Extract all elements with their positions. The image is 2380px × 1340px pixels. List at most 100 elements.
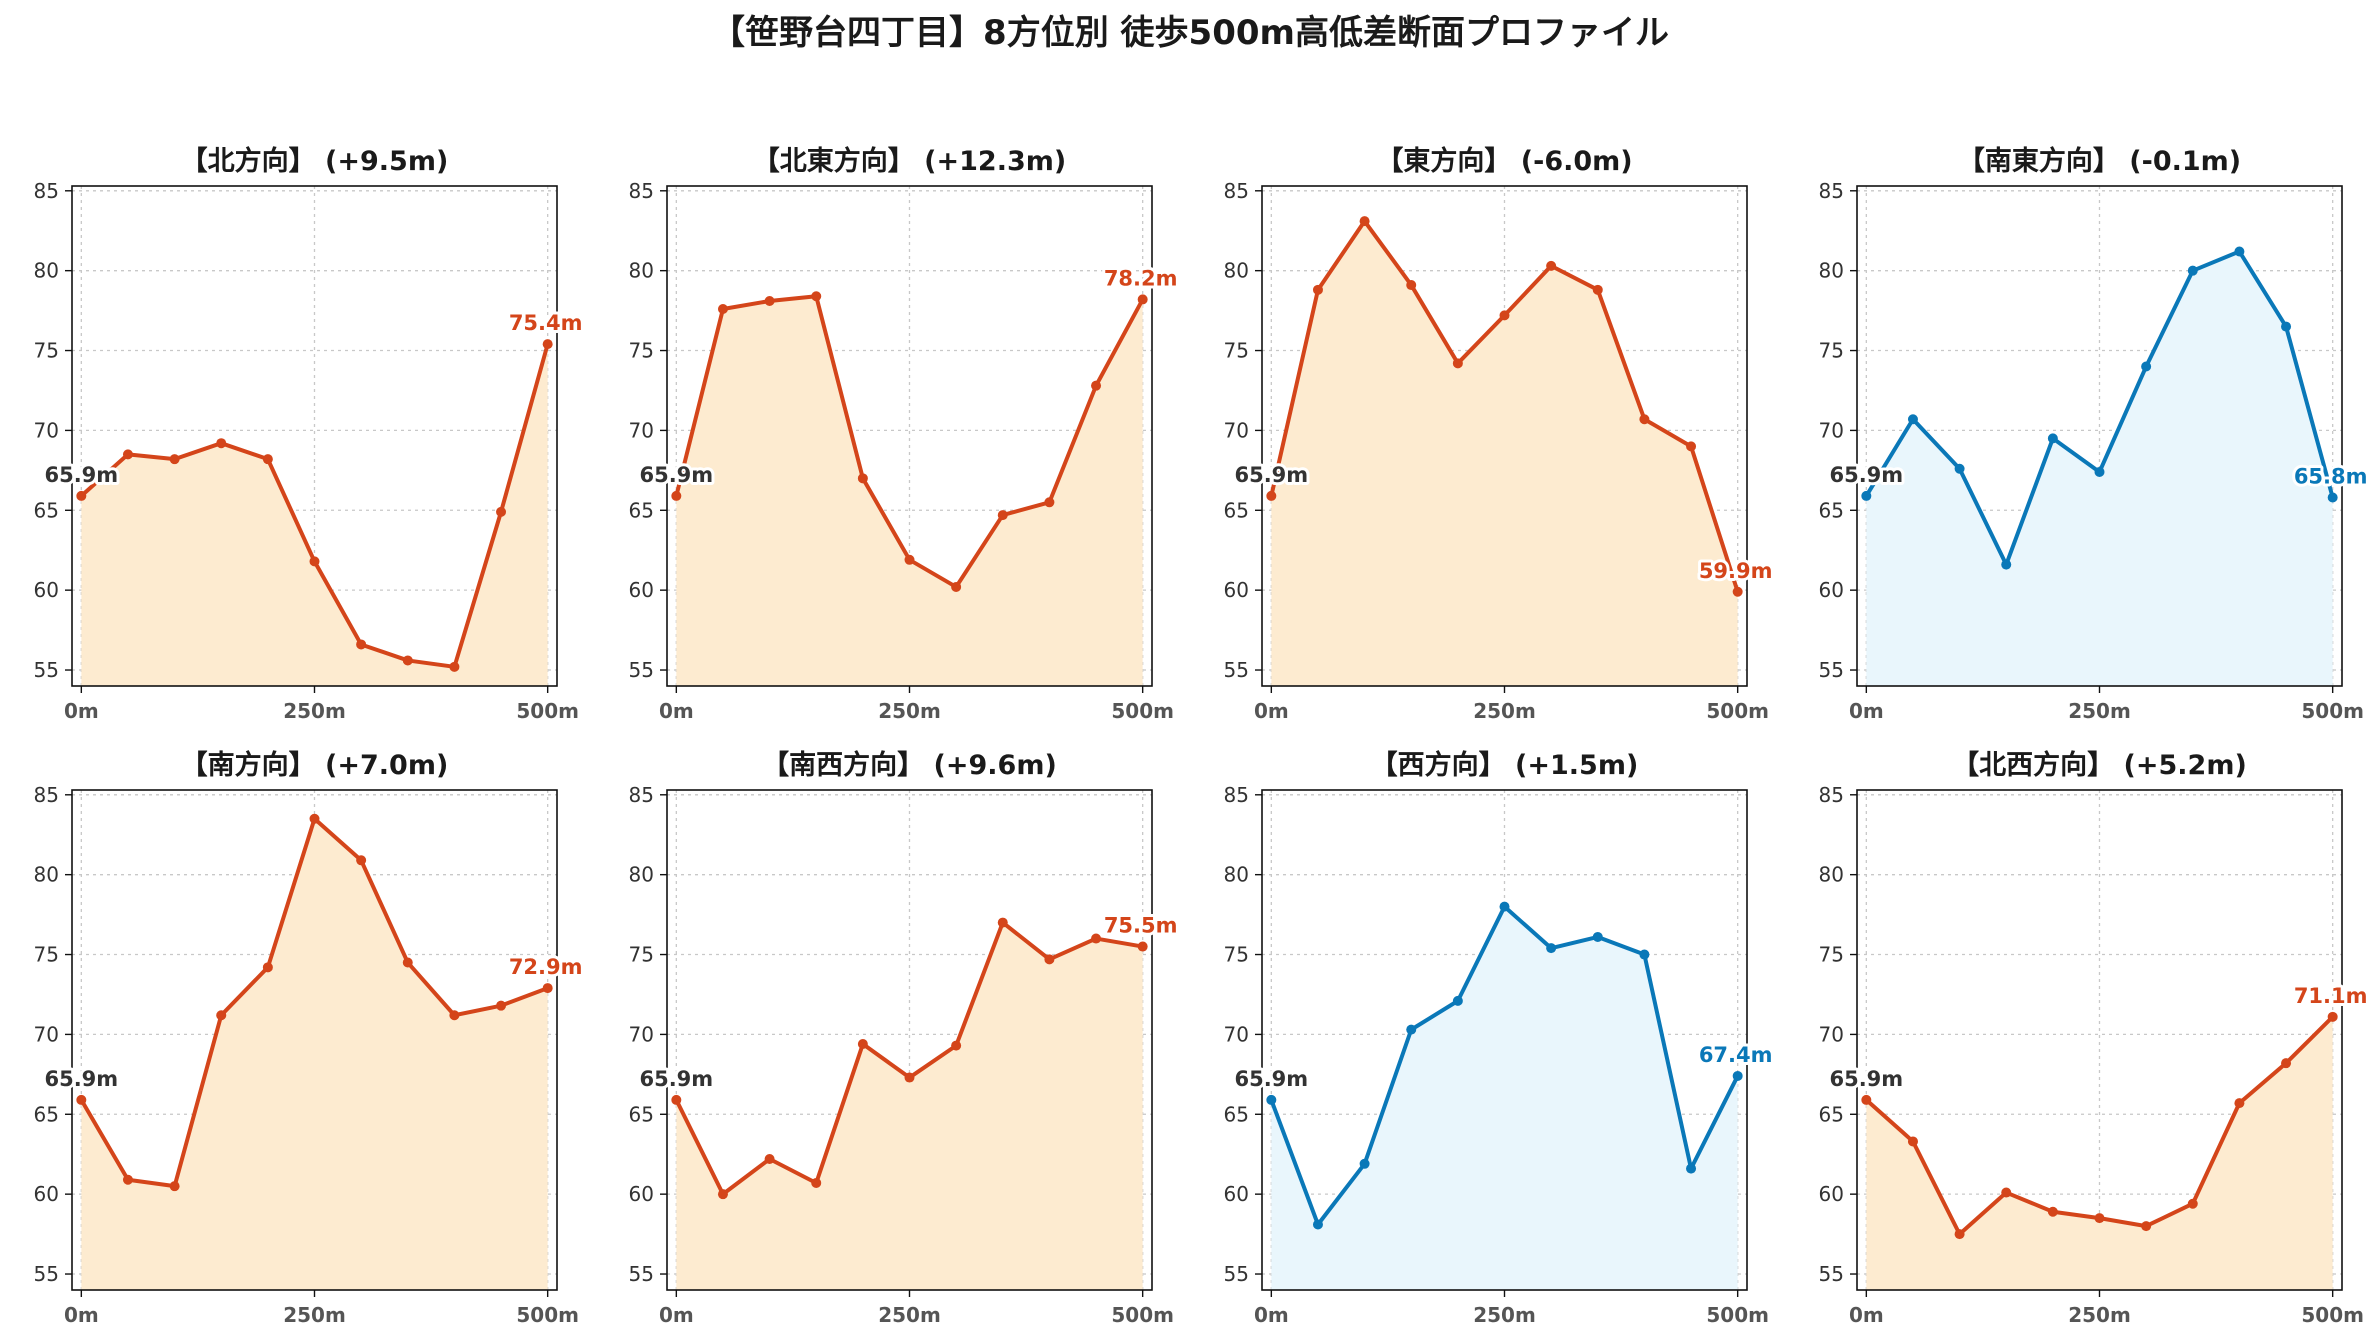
panel-title: 【西方向】 (+1.5m) [1371, 749, 1639, 781]
y-tick-label: 80 [34, 259, 59, 283]
y-tick-label: 85 [34, 179, 59, 203]
x-tick-label: 0m [1254, 699, 1289, 723]
x-tick-label: 0m [1254, 1303, 1289, 1327]
data-point [2047, 433, 2058, 444]
y-tick-label: 75 [1224, 339, 1249, 363]
data-point [356, 855, 367, 866]
y-tick-label: 70 [34, 1022, 59, 1046]
data-point [857, 473, 868, 484]
data-point [1732, 1070, 1743, 1081]
data-point [671, 490, 682, 501]
data-point [2187, 265, 2198, 276]
data-point [904, 554, 915, 565]
y-tick-label: 70 [34, 418, 59, 442]
data-point [1406, 1024, 1417, 1035]
data-point [1091, 933, 1102, 944]
data-point [1499, 901, 1510, 912]
y-tick-label: 60 [34, 1182, 59, 1206]
data-point [951, 1040, 962, 1051]
profile-panel: 【北西方向】 (+5.2m) 55 60 65 70 75 80 85 0m 250m 500m 65… [1819, 749, 2371, 1327]
data-point [2001, 559, 2012, 570]
y-tick-label: 65 [1819, 1102, 1844, 1126]
panel-title: 【南方向】 (+7.0m) [181, 749, 449, 781]
data-point [2094, 1213, 2105, 1224]
y-tick-label: 80 [34, 863, 59, 887]
data-point [2187, 1198, 2198, 1209]
data-point [2281, 321, 2292, 332]
x-tick-label: 500m [1706, 699, 1769, 723]
data-point [262, 962, 273, 973]
y-tick-label: 60 [1224, 578, 1249, 602]
data-point [402, 957, 413, 968]
y-tick-label: 65 [1224, 498, 1249, 522]
y-tick-label: 70 [629, 418, 654, 442]
y-tick-label: 75 [34, 339, 59, 363]
data-point [122, 1174, 133, 1185]
x-tick-label: 500m [1706, 1303, 1769, 1327]
y-tick-label: 60 [34, 578, 59, 602]
y-tick-label: 85 [1224, 179, 1249, 203]
data-point [1137, 941, 1148, 952]
y-tick-label: 75 [629, 943, 654, 967]
y-tick-label: 70 [629, 1022, 654, 1046]
data-point [496, 506, 507, 517]
start-elevation-label: 65.9m [639, 1067, 713, 1091]
data-point [309, 813, 320, 824]
y-tick-label: 60 [629, 578, 654, 602]
data-point [216, 1010, 227, 1021]
profile-panel: 【南西方向】 (+9.6m) 55 60 65 70 75 80 85 0m 250m 500m 65… [629, 749, 1181, 1327]
data-point [1954, 1229, 1965, 1240]
x-tick-label: 250m [2068, 1303, 2131, 1327]
panel-title: 【南東方向】 (-0.1m) [1958, 145, 2241, 177]
start-elevation-label: 65.9m [44, 463, 118, 487]
data-point [811, 1177, 822, 1188]
x-tick-label: 500m [2301, 699, 2364, 723]
x-tick-label: 500m [1111, 699, 1174, 723]
x-tick-label: 500m [516, 1303, 579, 1327]
end-elevation-label: 59.9m [1699, 559, 1773, 583]
y-tick-label: 60 [1224, 1182, 1249, 1206]
data-point [2234, 1098, 2245, 1109]
y-tick-label: 80 [1224, 863, 1249, 887]
y-tick-label: 55 [1224, 658, 1249, 682]
panels: 【北方向】 (+9.5m) 55 60 65 70 75 80 85 0m 250m 500m 65.… [34, 145, 2371, 1327]
figure-title: 【笹野台四丁目】8方位別 徒歩500m高低差断面プロファイル [711, 13, 1669, 53]
x-tick-label: 500m [1111, 1303, 1174, 1327]
data-point [76, 1094, 87, 1105]
x-tick-label: 250m [878, 699, 941, 723]
y-tick-label: 80 [1819, 259, 1844, 283]
profile-panel: 【西方向】 (+1.5m) 55 60 65 70 75 80 85 0m 250m 500m 65.… [1224, 749, 1776, 1327]
data-point [122, 449, 133, 460]
end-elevation-label: 78.2m [1104, 266, 1178, 290]
end-elevation-label: 75.5m [1104, 914, 1178, 938]
panel-title: 【北西方向】 (+5.2m) [1952, 749, 2247, 781]
data-point [169, 1181, 180, 1192]
data-point [857, 1038, 868, 1049]
data-point [671, 1094, 682, 1105]
y-tick-label: 55 [629, 658, 654, 682]
data-point [402, 655, 413, 666]
data-point [1546, 943, 1557, 954]
x-tick-label: 0m [64, 699, 99, 723]
elevation-area [1866, 1016, 2333, 1290]
y-tick-label: 65 [629, 498, 654, 522]
y-tick-label: 85 [34, 783, 59, 807]
end-elevation-label: 67.4m [1699, 1043, 1773, 1067]
data-point [1266, 1094, 1277, 1105]
data-point [2327, 1011, 2338, 1022]
data-point [997, 510, 1008, 521]
y-tick-label: 60 [1819, 578, 1844, 602]
profile-panel: 【南東方向】 (-0.1m) 55 60 65 70 75 80 85 0m 250m 500m 65… [1819, 145, 2371, 723]
elevation-area [81, 344, 548, 686]
x-tick-label: 0m [64, 1303, 99, 1327]
data-point [542, 983, 553, 994]
y-tick-label: 75 [34, 943, 59, 967]
y-tick-label: 55 [34, 658, 59, 682]
data-point [1907, 414, 1918, 425]
y-tick-label: 60 [629, 1182, 654, 1206]
data-point [449, 1010, 460, 1021]
data-point [169, 454, 180, 465]
panel-title: 【北方向】 (+9.5m) [181, 145, 449, 177]
y-tick-label: 85 [1819, 179, 1844, 203]
